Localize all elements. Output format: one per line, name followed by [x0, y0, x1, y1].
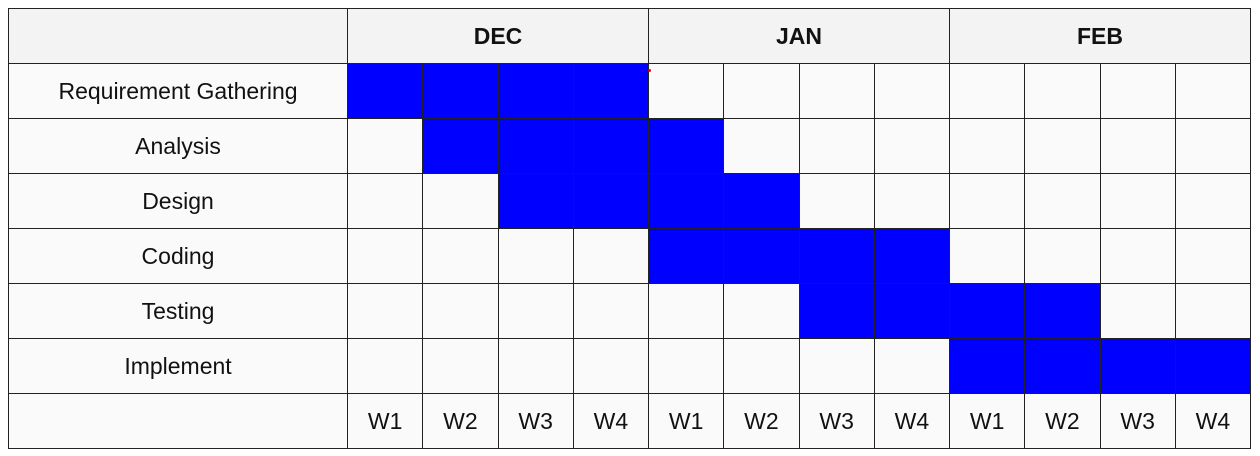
footer-corner-cell [9, 394, 348, 449]
week-label: W4 [573, 394, 649, 449]
task-label: Implement [9, 339, 348, 394]
gantt-empty-cell [874, 339, 950, 394]
gantt-empty-cell [573, 339, 649, 394]
gantt-empty-cell [950, 174, 1026, 229]
gantt-empty-cell [1100, 64, 1176, 119]
task-label: Analysis [9, 119, 348, 174]
gantt-empty-cell [1175, 64, 1251, 119]
gantt-bar-cell [1100, 339, 1176, 394]
gantt-bar-cell [799, 284, 875, 339]
gantt-bar-cell [348, 64, 424, 119]
week-label: W4 [1175, 394, 1251, 449]
week-label: W2 [724, 394, 800, 449]
gantt-empty-cell [348, 339, 424, 394]
week-label: W3 [799, 394, 875, 449]
gantt-empty-cell [799, 174, 875, 229]
gantt-empty-cell [649, 339, 725, 394]
task-label: Requirement Gathering [9, 64, 348, 119]
gantt-bar-cell [724, 174, 800, 229]
gantt-empty-cell [1100, 284, 1176, 339]
week-label: W4 [874, 394, 950, 449]
red-marker-dot [648, 69, 651, 72]
gantt-empty-cell [799, 64, 875, 119]
gantt-bar-cell [423, 119, 499, 174]
gantt-bar-cell [874, 229, 950, 284]
gantt-bar-cell [498, 64, 574, 119]
gantt-empty-cell [573, 284, 649, 339]
month-header-jan: JAN [649, 9, 950, 64]
gantt-empty-cell [498, 229, 574, 284]
gantt-empty-cell [874, 174, 950, 229]
gantt-bar-cell [498, 174, 574, 229]
gantt-empty-cell [1025, 119, 1101, 174]
gantt-bar-cell [423, 64, 499, 119]
gantt-empty-cell [724, 284, 800, 339]
gantt-bar-cell [573, 64, 649, 119]
gantt-bar-cell [649, 229, 725, 284]
gantt-empty-cell [649, 64, 725, 119]
gantt-bar-cell [724, 229, 800, 284]
task-label: Testing [9, 284, 348, 339]
gantt-empty-cell [1175, 119, 1251, 174]
task-label: Design [9, 174, 348, 229]
gantt-empty-cell [423, 229, 499, 284]
header-corner-cell [9, 9, 348, 64]
gantt-bar-cell [799, 229, 875, 284]
gantt-chart: DEC JAN FEB Requirement Gathering Analysis De… [8, 8, 1251, 449]
gantt-bar-cell [1025, 284, 1101, 339]
gantt-empty-cell [1025, 229, 1101, 284]
gantt-bar-cell [573, 174, 649, 229]
gantt-empty-cell [498, 284, 574, 339]
gantt-empty-cell [649, 284, 725, 339]
gantt-empty-cell [724, 64, 800, 119]
gantt-empty-cell [1175, 229, 1251, 284]
gantt-empty-cell [498, 339, 574, 394]
gantt-empty-cell [1025, 64, 1101, 119]
month-header-dec: DEC [348, 9, 649, 64]
gantt-empty-cell [799, 339, 875, 394]
gantt-empty-cell [950, 229, 1026, 284]
week-label: W3 [498, 394, 574, 449]
gantt-bar-cell [874, 284, 950, 339]
gantt-empty-cell [423, 174, 499, 229]
gantt-empty-cell [1100, 174, 1176, 229]
week-label: W1 [348, 394, 424, 449]
gantt-empty-cell [874, 119, 950, 174]
gantt-empty-cell [423, 284, 499, 339]
week-label: W1 [950, 394, 1026, 449]
gantt-bar-cell [649, 174, 725, 229]
gantt-empty-cell [348, 229, 424, 284]
gantt-empty-cell [724, 339, 800, 394]
gantt-bar-cell [1025, 339, 1101, 394]
gantt-empty-cell [423, 339, 499, 394]
gantt-bar-cell [950, 339, 1026, 394]
gantt-empty-cell [950, 119, 1026, 174]
gantt-empty-cell [1175, 174, 1251, 229]
week-label: W1 [649, 394, 725, 449]
gantt-bar-cell [573, 119, 649, 174]
gantt-empty-cell [1100, 119, 1176, 174]
week-label: W2 [423, 394, 499, 449]
gantt-empty-cell [348, 119, 424, 174]
gantt-bar-cell [1175, 339, 1251, 394]
week-label: W3 [1100, 394, 1176, 449]
gantt-empty-cell [1175, 284, 1251, 339]
gantt-empty-cell [1025, 174, 1101, 229]
week-label: W2 [1025, 394, 1101, 449]
gantt-empty-cell [799, 119, 875, 174]
gantt-empty-cell [1100, 229, 1176, 284]
gantt-bar-cell [950, 284, 1026, 339]
gantt-empty-cell [348, 174, 424, 229]
task-label: Coding [9, 229, 348, 284]
gantt-empty-cell [724, 119, 800, 174]
gantt-empty-cell [573, 229, 649, 284]
month-header-feb: FEB [950, 9, 1251, 64]
gantt-empty-cell [950, 64, 1026, 119]
gantt-bar-cell [649, 119, 725, 174]
gantt-empty-cell [348, 284, 424, 339]
gantt-empty-cell [874, 64, 950, 119]
gantt-bar-cell [498, 119, 574, 174]
